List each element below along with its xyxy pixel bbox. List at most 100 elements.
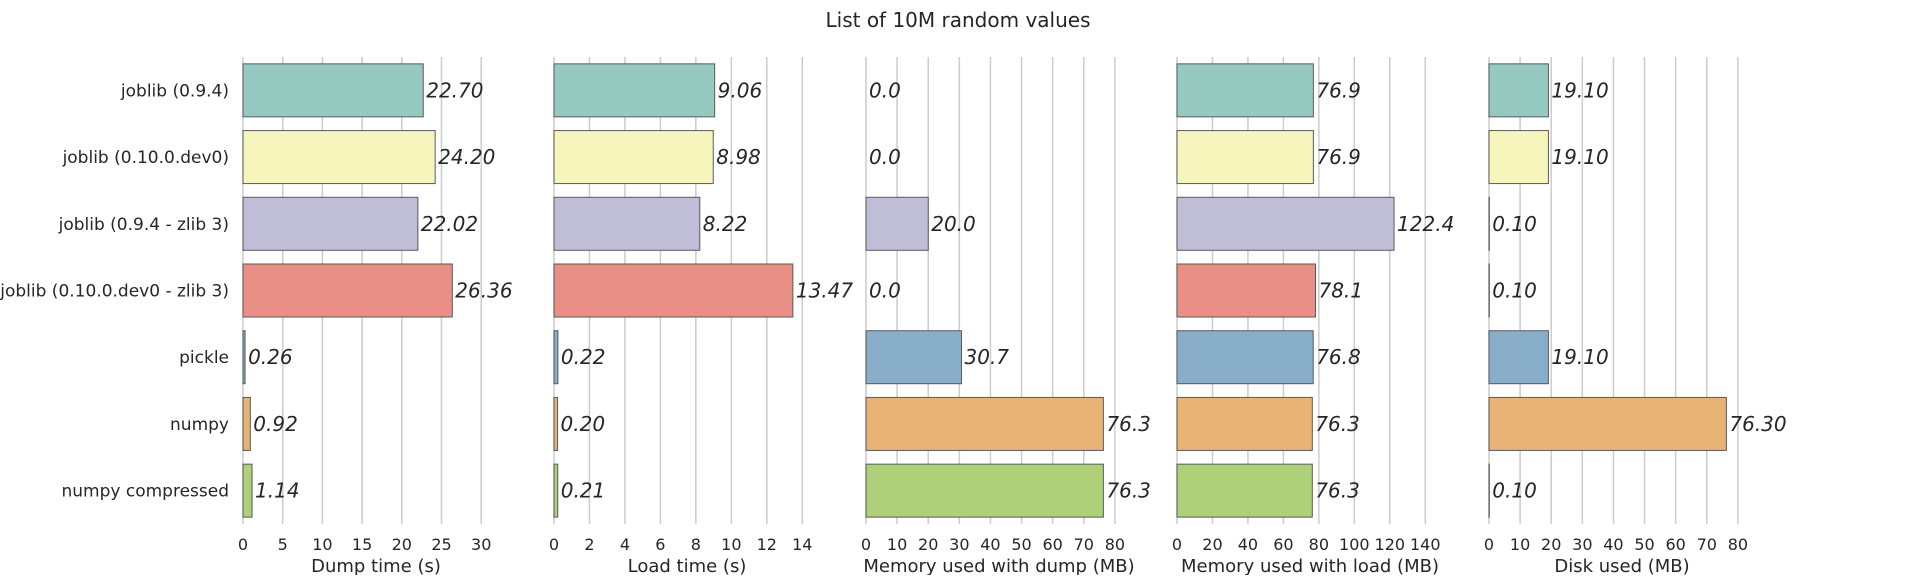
category-label: joblib (0.10.0.dev0) (62, 148, 229, 168)
x-tick-label: 10 (312, 535, 332, 554)
bar (243, 131, 435, 184)
bar-value-label: 76.9 (1316, 145, 1361, 169)
category-label: joblib (0.9.4) (120, 81, 229, 101)
bar-value-label: 0.10 (1492, 479, 1537, 503)
x-tick-label: 30 (1572, 535, 1592, 554)
x-tick-label: 0 (1172, 535, 1182, 554)
x-axis-label: Dump time (s) (311, 556, 441, 575)
x-axis-label: Load time (s) (628, 556, 747, 575)
bar (1489, 331, 1548, 384)
bar (554, 64, 715, 117)
bar (1177, 397, 1312, 450)
x-tick-label: 140 (1410, 535, 1441, 554)
x-tick-label: 80 (1309, 535, 1329, 554)
x-tick-label: 10 (1510, 535, 1530, 554)
bar (554, 197, 700, 250)
bar-value-label: 76.3 (1315, 479, 1360, 503)
x-tick-label: 40 (1603, 535, 1623, 554)
bar (243, 397, 250, 450)
bar-value-label: 20.0 (931, 212, 976, 236)
bar-value-label: 0.21 (561, 479, 606, 503)
bar (1177, 264, 1315, 317)
bar (554, 331, 558, 384)
x-tick-label: 0 (549, 535, 559, 554)
bar-value-label: 78.1 (1318, 279, 1363, 303)
bar (243, 197, 418, 250)
bar-value-label: 76.3 (1106, 479, 1151, 503)
x-tick-label: 80 (1728, 535, 1748, 554)
x-tick-label: 20 (1202, 535, 1222, 554)
bar-value-label: 122.4 (1397, 212, 1454, 236)
x-tick-label: 20 (1541, 535, 1561, 554)
x-tick-label: 10 (721, 535, 741, 554)
x-axis-label: Memory used with dump (MB) (863, 556, 1134, 575)
bar-value-label: 0.0 (869, 279, 901, 303)
x-tick-label: 8 (691, 535, 701, 554)
bar-value-label: 0.10 (1492, 212, 1537, 236)
bar-value-label: 76.9 (1316, 78, 1361, 102)
x-tick-label: 12 (757, 535, 777, 554)
bar (1177, 64, 1313, 117)
x-tick-label: 60 (1665, 535, 1685, 554)
x-tick-label: 60 (1042, 535, 1062, 554)
bar-value-label: 0.26 (248, 345, 293, 369)
bar-value-label: 26.36 (455, 279, 512, 303)
x-tick-label: 25 (431, 535, 451, 554)
bar (866, 197, 928, 250)
x-tick-label: 5 (278, 535, 288, 554)
bar (1489, 397, 1726, 450)
bar-value-label: 13.47 (796, 279, 854, 303)
x-tick-label: 40 (980, 535, 1000, 554)
bar (554, 131, 713, 184)
bar (1177, 197, 1394, 250)
bar (243, 464, 252, 517)
bar (1489, 64, 1548, 117)
bar (866, 464, 1103, 517)
x-axis-label: Memory used with load (MB) (1181, 556, 1439, 575)
x-tick-label: 60 (1273, 535, 1293, 554)
chart-title: List of 10M random values (826, 8, 1091, 32)
category-label: numpy compressed (61, 482, 229, 502)
x-tick-label: 10 (887, 535, 907, 554)
bar-value-label: 0.0 (869, 78, 901, 102)
bar-value-label: 8.22 (703, 212, 748, 236)
x-tick-label: 40 (1238, 535, 1258, 554)
bar-value-label: 22.70 (426, 78, 483, 102)
x-tick-label: 20 (918, 535, 938, 554)
bar (1177, 331, 1313, 384)
bar-value-label: 22.02 (421, 212, 478, 236)
category-label: joblib (0.10.0.dev0 - zlib 3) (0, 282, 229, 302)
bar-value-label: 19.10 (1551, 145, 1608, 169)
bar-value-label: 0.92 (253, 412, 298, 436)
x-tick-label: 0 (861, 535, 871, 554)
x-tick-label: 120 (1375, 535, 1406, 554)
bar (554, 264, 793, 317)
x-tick-label: 100 (1339, 535, 1370, 554)
bar-value-label: 0.20 (561, 412, 606, 436)
bar (554, 464, 558, 517)
x-tick-label: 0 (238, 535, 248, 554)
bar (866, 331, 962, 384)
x-tick-label: 70 (1074, 535, 1094, 554)
bar (554, 397, 558, 450)
bar (1489, 131, 1548, 184)
bar-value-label: 19.10 (1551, 78, 1608, 102)
bar (243, 331, 245, 384)
bar (866, 397, 1103, 450)
bar-value-label: 0.10 (1492, 279, 1537, 303)
bar-value-label: 76.3 (1315, 412, 1360, 436)
category-label: numpy (170, 415, 229, 435)
x-tick-label: 0 (1484, 535, 1494, 554)
category-label: pickle (179, 348, 229, 368)
x-tick-label: 14 (792, 535, 812, 554)
x-tick-label: 15 (352, 535, 372, 554)
bar-value-label: 24.20 (438, 145, 495, 169)
bar-value-label: 0.0 (869, 145, 901, 169)
x-axis-label: Disk used (MB) (1554, 556, 1689, 575)
bar-value-label: 1.14 (255, 479, 300, 503)
x-tick-label: 50 (1634, 535, 1654, 554)
category-label: joblib (0.9.4 - zlib 3) (58, 215, 229, 235)
bar-value-label: 76.30 (1729, 412, 1786, 436)
